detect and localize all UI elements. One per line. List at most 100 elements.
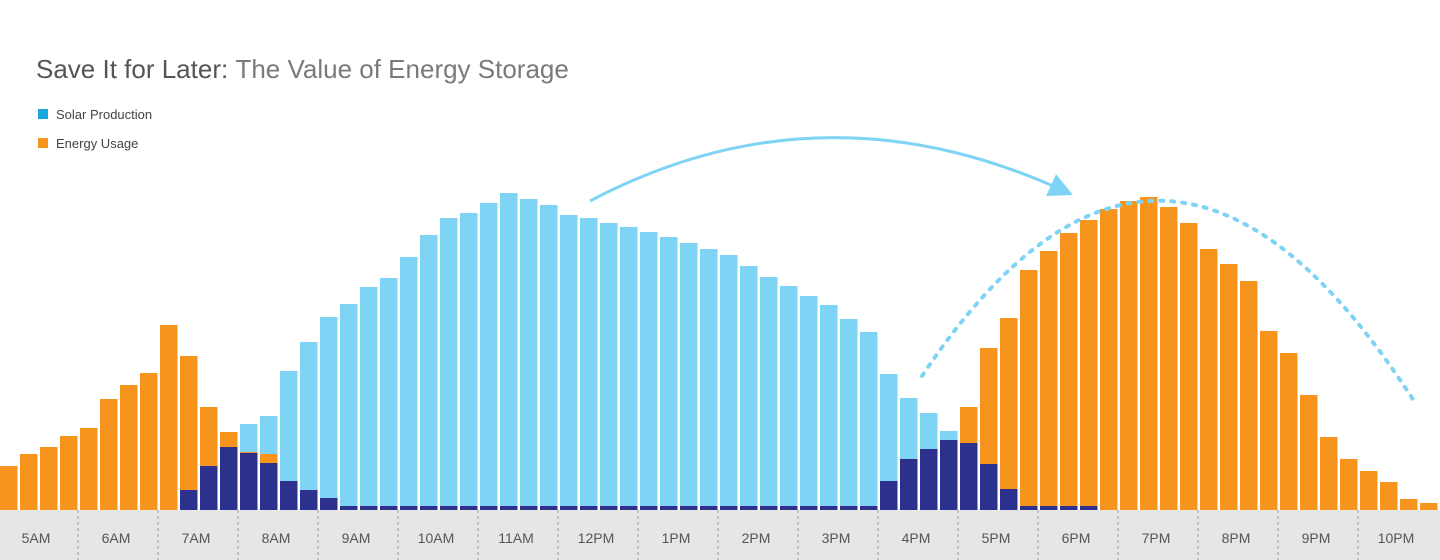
bar-solar-37 [740, 266, 758, 510]
bar-stored-49 [980, 464, 998, 510]
tick-label-15: 8PM [1222, 530, 1251, 546]
bar-stored-38 [760, 506, 778, 510]
bar-stored-52 [1040, 506, 1058, 510]
bar-solar-40 [800, 296, 818, 510]
bar-usage-3 [60, 436, 78, 510]
legend-label-usage: Energy Usage [56, 135, 139, 151]
bar-solar-41 [820, 305, 838, 510]
bar-stored-32 [640, 506, 658, 510]
bar-usage-71 [1420, 503, 1438, 510]
bar-stored-41 [820, 506, 838, 510]
bar-solar-39 [780, 286, 798, 510]
bar-stored-9 [180, 490, 198, 510]
tick-label-10: 3PM [822, 530, 851, 546]
bar-stored-28 [560, 506, 578, 510]
bar-solar-32 [640, 232, 658, 510]
bar-stored-31 [620, 506, 638, 510]
bar-usage-66 [1320, 437, 1338, 510]
bar-solar-44 [880, 374, 898, 510]
bars-group [0, 193, 1438, 510]
bar-stored-34 [680, 506, 698, 510]
axis-band-rect [0, 510, 1440, 560]
bar-solar-34 [680, 243, 698, 510]
tick-label-0: 5AM [22, 530, 51, 546]
bar-stored-25 [500, 506, 518, 510]
bar-stored-14 [280, 481, 298, 510]
bar-stored-35 [700, 506, 718, 510]
tick-label-6: 11AM [498, 530, 534, 546]
bar-usage-59 [1180, 223, 1198, 510]
tick-label-2: 7AM [182, 530, 211, 546]
bar-usage-60 [1200, 249, 1218, 510]
bar-usage-64 [1280, 353, 1298, 510]
chart-title: Save It for Later: The Value of Energy S… [36, 54, 569, 85]
bar-solar-28 [560, 215, 578, 510]
bar-stored-36 [720, 506, 738, 510]
bar-usage-56 [1120, 201, 1138, 510]
bar-stored-13 [260, 463, 278, 510]
bar-solar-35 [700, 249, 718, 510]
bar-stored-19 [380, 506, 398, 510]
bar-usage-58 [1160, 207, 1178, 510]
tick-label-1: 6AM [102, 530, 131, 546]
bar-stored-50 [1000, 489, 1018, 510]
bar-usage-62 [1240, 281, 1258, 510]
tick-label-3: 8AM [262, 530, 291, 546]
bar-usage-54 [1080, 220, 1098, 510]
bar-usage-1 [20, 454, 38, 510]
bar-solar-43 [860, 332, 878, 510]
bar-stored-47 [940, 440, 958, 510]
bar-usage-5 [100, 399, 118, 510]
bar-usage-9 [180, 356, 198, 510]
bar-stored-33 [660, 506, 678, 510]
bar-stored-42 [840, 506, 858, 510]
bar-stored-23 [460, 506, 478, 510]
bar-solar-31 [620, 227, 638, 510]
bar-stored-54 [1080, 506, 1098, 510]
bar-stored-26 [520, 506, 538, 510]
bar-stored-21 [420, 506, 438, 510]
tick-label-7: 12PM [578, 530, 615, 546]
legend-label-solar: Solar Production [56, 106, 153, 122]
bar-usage-52 [1040, 251, 1058, 510]
bar-solar-16 [320, 317, 338, 510]
bar-usage-67 [1340, 459, 1358, 510]
bar-stored-44 [880, 481, 898, 510]
x-axis-ticks: 5AM 6AM 7AM 8AM 9AM 10AM 11AM 12PM 1PM 2PM 3PM 4PM 5… [22, 510, 1414, 560]
tick-label-12: 5PM [982, 530, 1011, 546]
bar-stored-27 [540, 506, 558, 510]
bar-stored-16 [320, 498, 338, 510]
bar-stored-51 [1020, 506, 1038, 510]
chart-title-sub: The Value of Energy Storage [235, 54, 569, 84]
bar-solar-33 [660, 237, 678, 510]
bar-usage-57 [1140, 197, 1158, 510]
bar-solar-22 [440, 218, 458, 510]
bar-solar-36 [720, 255, 738, 510]
legend-item-usage: Energy Usage [38, 133, 152, 153]
bar-solar-21 [420, 235, 438, 510]
bar-stored-40 [800, 506, 818, 510]
bar-solar-29 [580, 218, 598, 510]
bar-solar-19 [380, 278, 398, 510]
bar-stored-11 [220, 447, 238, 510]
bar-usage-63 [1260, 331, 1278, 510]
bar-stored-24 [480, 506, 498, 510]
chart-title-main: Save It for Later: [36, 54, 229, 84]
bar-stored-30 [600, 506, 618, 510]
bar-usage-53 [1060, 233, 1078, 510]
bar-solar-17 [340, 304, 358, 510]
bar-usage-69 [1380, 482, 1398, 510]
bar-stored-10 [200, 466, 218, 510]
legend-swatch-usage [38, 138, 48, 148]
bar-stored-46 [920, 449, 938, 510]
bar-stored-48 [960, 443, 978, 510]
bar-solar-26 [520, 199, 538, 510]
bar-solar-15 [300, 342, 318, 510]
bar-usage-2 [40, 447, 58, 510]
bar-solar-20 [400, 257, 418, 510]
tick-label-5: 10AM [418, 530, 455, 546]
bar-solar-23 [460, 213, 478, 510]
x-axis-band [0, 510, 1440, 560]
bar-stored-53 [1060, 506, 1078, 510]
bar-usage-6 [120, 385, 138, 510]
